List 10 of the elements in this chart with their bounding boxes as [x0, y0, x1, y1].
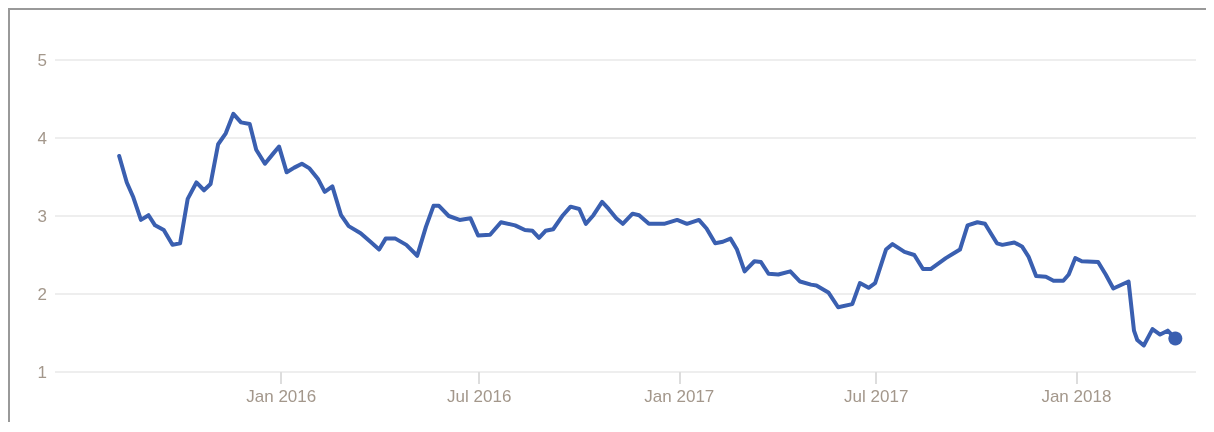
y-tick-label: 5	[37, 50, 47, 70]
y-tick-label: 1	[37, 362, 47, 382]
x-tick-label: Jul 2016	[447, 387, 512, 406]
x-tick-label: Jan 2016	[246, 387, 317, 406]
x-tick-label: Jan 2018	[1041, 387, 1112, 406]
y-tick-label: 2	[37, 284, 47, 304]
x-tick-label: Jan 2017	[644, 387, 715, 406]
y-tick-label: 4	[37, 128, 47, 148]
x-tick-label: Jul 2017	[844, 387, 909, 406]
y-tick-label: 3	[37, 206, 47, 226]
